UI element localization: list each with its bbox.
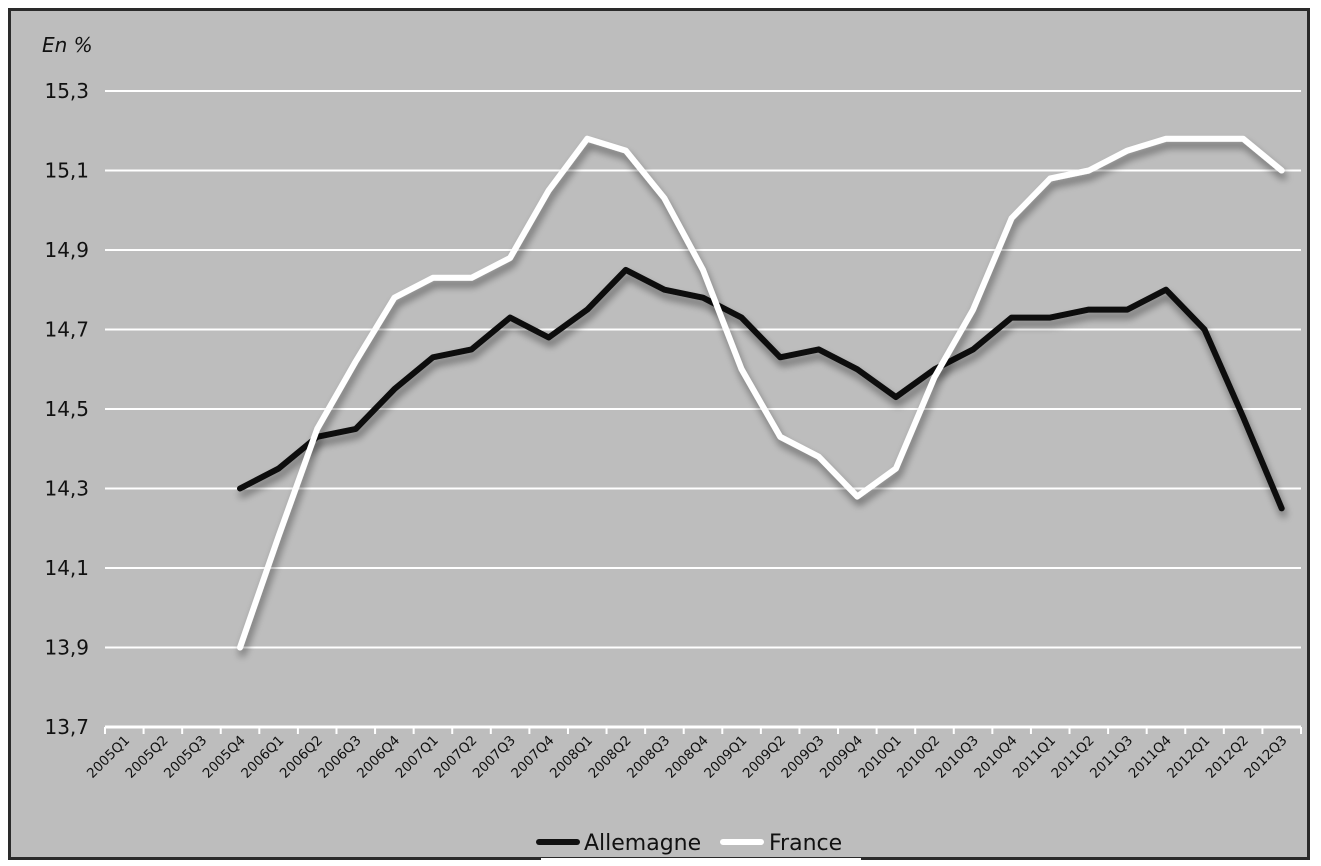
series-lines (237, 135, 1285, 651)
y-tick-label: 15,1 (44, 159, 89, 183)
legend-label-france: France (769, 831, 842, 856)
y-tick-label: 14,9 (44, 238, 89, 262)
legend: Allemagne France (536, 831, 861, 860)
chart-svg: En % 15,3 15,1 14,9 14,7 14,5 14,3 14,1 13,9 13,… (42, 33, 1302, 860)
y-tick-label: 13,9 (44, 636, 89, 660)
chart-frame: En % 15,3 15,1 14,9 14,7 14,5 14,3 14,1 13,9 13,… (8, 8, 1310, 860)
y-tick-label: 14,3 (44, 477, 89, 501)
y-tick-label: 15,3 (44, 79, 89, 103)
y-unit-label: En % (42, 33, 93, 57)
x-tick-labels: 2005Q12005Q22005Q32005Q42006Q12006Q22006… (84, 733, 1291, 782)
grid-lines (104, 90, 1302, 734)
y-tick-label: 13,7 (44, 715, 89, 739)
x-tick-label: 2012Q3 (1241, 733, 1290, 782)
series-line-france (237, 135, 1285, 651)
y-tick-label: 14,5 (44, 397, 89, 421)
legend-label-allemagne: Allemagne (584, 831, 701, 856)
y-tick-label: 14,1 (44, 556, 89, 580)
series-line-allemagne (237, 266, 1285, 512)
y-tick-labels: 15,3 15,1 14,9 14,7 14,5 14,3 14,1 13,9 13,7 (44, 79, 89, 739)
y-tick-label: 14,7 (44, 318, 89, 342)
